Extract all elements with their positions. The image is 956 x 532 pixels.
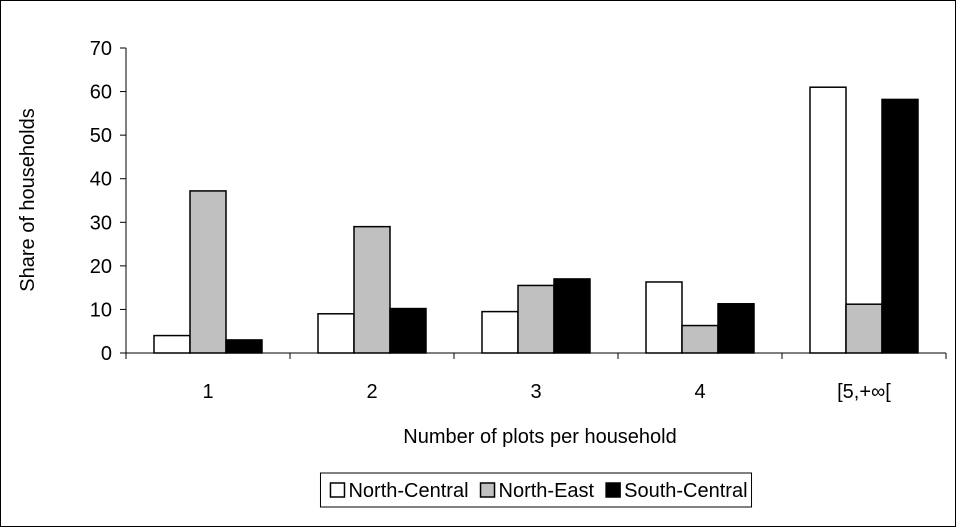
legend: North-Central North-East South-Central [319,472,753,508]
x-tick-label: 1 [202,381,213,403]
legend-label: North-East [499,480,595,502]
bar-north-east-4 [681,324,719,354]
legend-swatch [329,482,346,498]
y-axis: 0 10 20 30 40 50 60 70 [90,38,127,365]
y-tick-label: 0 [101,343,112,365]
y-tick-label: 30 [90,212,112,234]
y-axis-label: Share of households [17,108,39,291]
bar-north-east-5 [845,303,883,354]
bars [153,86,919,354]
bar-north-east-2 [353,225,391,354]
x-tick-label: 2 [366,381,377,403]
bar-north-east-1 [189,190,227,354]
x-tick-label: [5,+∞[ [837,381,891,403]
bar-north-central-5 [809,86,847,354]
bar-south-central-4 [717,303,755,354]
bar-north-central-3 [481,310,519,354]
bar-north-central-4 [645,281,683,354]
x-axis-label: Number of plots per household [403,426,677,448]
y-tick-label: 10 [90,299,112,321]
bar-south-central-2 [389,307,427,354]
legend-label: South-Central [624,480,747,502]
legend-swatch [479,482,496,498]
x-tick-label: 4 [694,381,705,403]
bar-north-east-3 [517,284,555,354]
bar-south-central-5 [881,98,919,354]
bar-north-central-1 [153,334,191,354]
bar-south-central-3 [553,278,591,354]
legend-swatch [605,482,621,498]
legend-box [319,472,753,508]
y-tick-label: 40 [90,169,112,191]
y-tick-label: 20 [90,256,112,278]
bar-north-central-2 [317,313,355,354]
y-tick-label: 50 [90,125,112,147]
y-tick-label: 70 [90,38,112,60]
legend-label: North-Central [348,480,468,502]
bar-south-central-1 [225,339,263,354]
x-tick-label: 3 [530,381,541,403]
y-tick-label: 60 [90,82,112,104]
